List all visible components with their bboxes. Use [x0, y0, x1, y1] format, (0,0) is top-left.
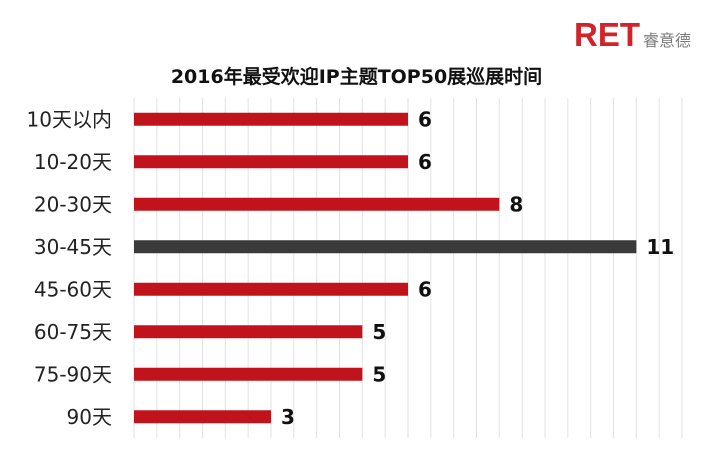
bar: [134, 240, 637, 254]
category-label: 45-60天: [34, 277, 112, 301]
category-label: 75-90天: [34, 362, 112, 386]
value-label: 6: [418, 107, 432, 131]
value-label: 8: [509, 192, 523, 216]
brand-name: 睿意德: [642, 31, 691, 50]
bar: [134, 112, 408, 126]
bar: [134, 325, 363, 339]
value-label: 6: [418, 150, 432, 174]
category-label: 10-20天: [34, 150, 112, 174]
category-label: 20-30天: [34, 192, 112, 216]
value-label: 11: [646, 235, 674, 259]
value-label: 6: [418, 277, 432, 301]
bar: [134, 282, 408, 296]
category-label: 30-45天: [34, 235, 112, 259]
labels: 10天以内 6 10-20天 6 20-30天 8 30-45天 11 45-60天 6 60-75…: [27, 107, 675, 429]
value-label: 5: [372, 362, 386, 386]
bar: [134, 367, 363, 381]
bars: [134, 112, 637, 424]
value-label: 3: [281, 405, 295, 429]
chart-title: 2016年最受欢迎IP主题TOP50展巡展时间: [170, 66, 543, 88]
category-label: 10天以内: [27, 107, 112, 131]
brand-mark: RET: [573, 16, 640, 53]
category-label: 60-75天: [34, 320, 112, 344]
bar: [134, 410, 271, 424]
bar: [134, 197, 500, 211]
brand-logo: RET 睿意德: [574, 16, 691, 54]
bar: [134, 155, 408, 169]
value-label: 5: [372, 320, 386, 344]
category-label: 90天: [67, 405, 112, 429]
grid-lines: [133, 98, 683, 438]
